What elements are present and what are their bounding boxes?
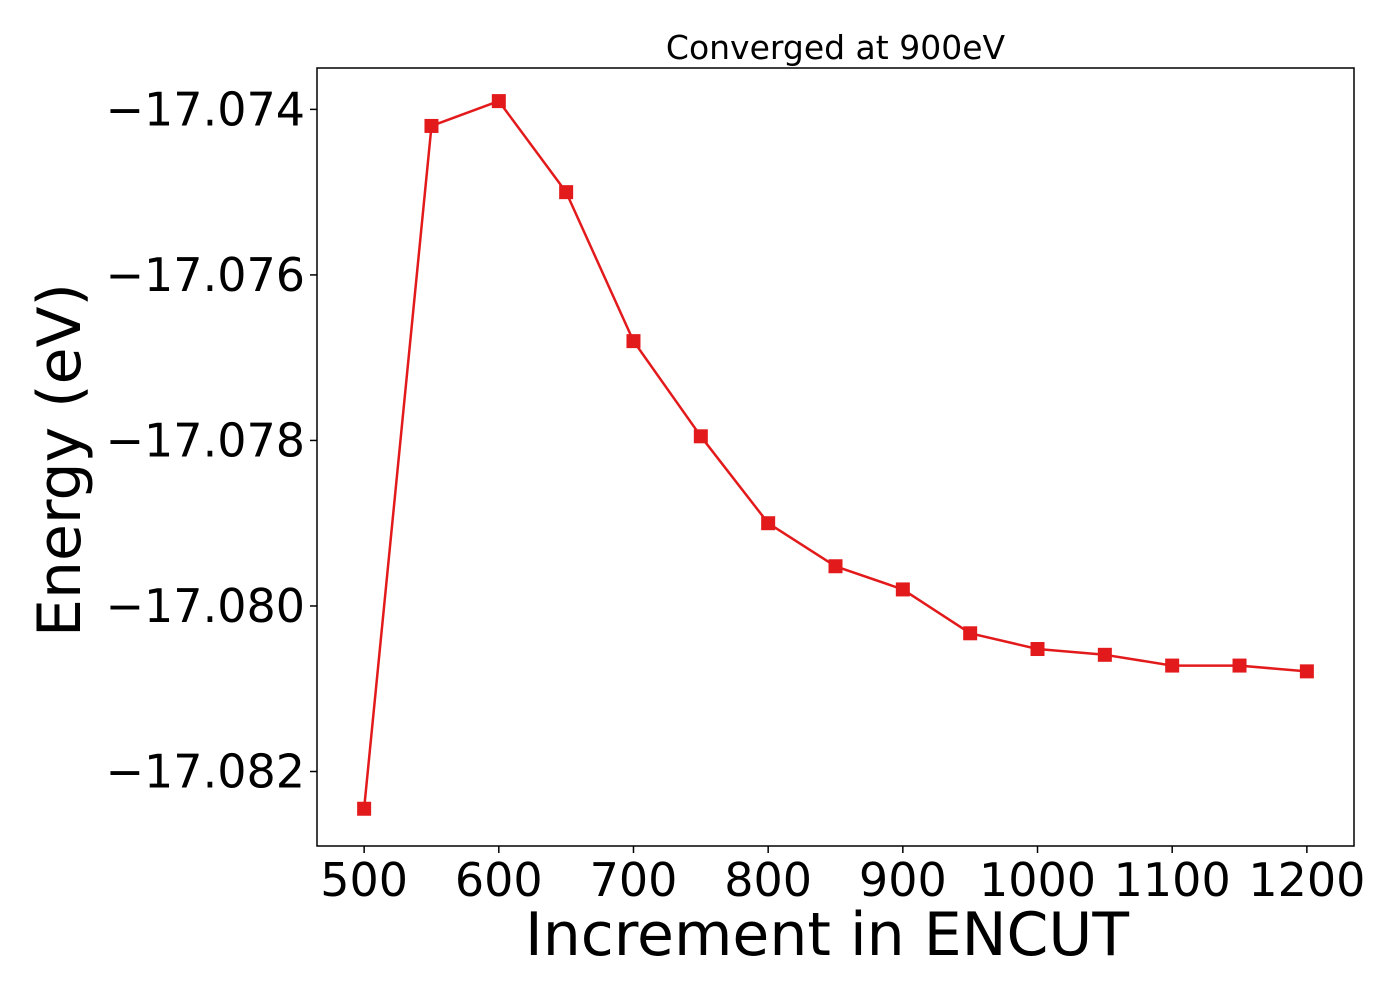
x-tick-label: 900 — [859, 853, 947, 907]
y-tick-label: −17.082 — [106, 745, 306, 799]
x-tick-label: 500 — [320, 853, 408, 907]
x-tick-label: 1200 — [1248, 853, 1365, 907]
x-tick-label: 700 — [590, 853, 678, 907]
data-point — [761, 516, 776, 531]
data-point — [1030, 642, 1045, 657]
x-axis: 500 600 700 800 900 1000 1100 1200 — [320, 846, 1365, 907]
data-point — [559, 185, 574, 200]
data-point — [1165, 658, 1180, 673]
y-tick-label: −17.074 — [106, 82, 306, 136]
chart-title: Converged at 900eV — [666, 28, 1006, 67]
data-point — [357, 801, 372, 816]
y-tick-label: −17.080 — [106, 579, 306, 633]
plot-area — [316, 67, 1355, 847]
data-point — [1232, 658, 1247, 673]
series-layer — [357, 94, 1314, 816]
y-tick-label: −17.078 — [106, 413, 306, 467]
data-point — [1097, 647, 1112, 662]
y-axis: −17.082 −17.080 −17.078 −17.076 −17.074 — [106, 82, 317, 799]
data-point — [895, 582, 910, 597]
x-tick-label: 1000 — [979, 853, 1096, 907]
data-point — [1299, 664, 1314, 679]
x-axis-title: Increment in ENCUT — [525, 900, 1129, 970]
data-point — [828, 559, 843, 574]
data-point — [424, 118, 439, 133]
x-tick-label: 600 — [455, 853, 543, 907]
data-point — [693, 429, 708, 444]
data-point — [491, 94, 506, 109]
y-tick-label: −17.076 — [106, 248, 306, 302]
x-tick-label: 1100 — [1114, 853, 1231, 907]
x-tick-label: 800 — [724, 853, 812, 907]
data-point — [963, 626, 978, 641]
y-axis-title: Energy (eV) — [25, 283, 95, 637]
data-point — [626, 334, 641, 349]
